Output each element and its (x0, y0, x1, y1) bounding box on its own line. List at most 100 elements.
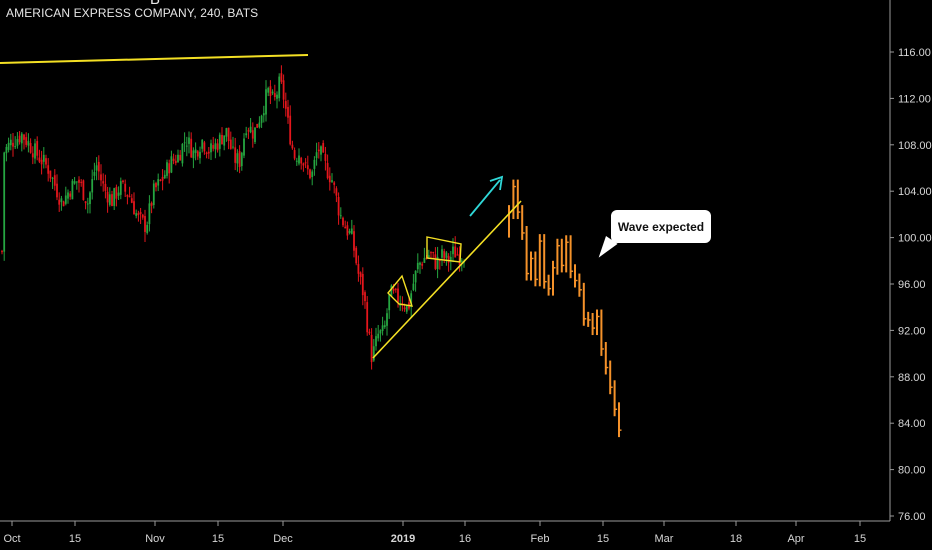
candle (144, 209, 146, 242)
candle (64, 186, 67, 206)
projection-bar (552, 260, 556, 296)
candle (383, 320, 386, 329)
candle (412, 274, 415, 292)
candle (249, 117, 252, 134)
candle (122, 179, 124, 184)
candle (20, 132, 23, 152)
candle (205, 151, 208, 159)
candle (58, 192, 61, 212)
chart-letter-label: B (150, 0, 160, 8)
candle (331, 173, 333, 183)
candle (225, 127, 228, 142)
candle (355, 246, 358, 266)
x-tick-label: 18 (730, 533, 742, 545)
candle (117, 186, 120, 200)
projection-bar (512, 179, 516, 220)
candle (335, 186, 338, 203)
candle (366, 296, 369, 336)
x-tick-label: 15 (212, 533, 224, 545)
y-tick-label: 96.00 (898, 279, 926, 291)
candle (278, 73, 281, 102)
wave-expected-callout[interactable]: Wave expected (611, 210, 711, 243)
candle (75, 181, 78, 190)
candle (379, 329, 382, 342)
resistance-trendline (0, 54, 309, 64)
candle (311, 169, 314, 186)
projection-bar (521, 205, 525, 240)
candle (438, 258, 441, 270)
candle (126, 194, 129, 205)
candle (181, 143, 184, 167)
candle (390, 284, 393, 297)
projection-bar (525, 226, 530, 281)
candle (3, 151, 6, 261)
candle (97, 155, 100, 181)
candle (269, 80, 272, 105)
projection-bar (574, 264, 578, 288)
candle (36, 136, 39, 161)
candle (280, 65, 283, 84)
candle (265, 80, 267, 122)
candle (218, 132, 221, 157)
projection-bar (560, 238, 565, 273)
candle (350, 219, 353, 235)
candle (166, 159, 168, 179)
candle (289, 105, 292, 146)
flag-pattern-1 (387, 274, 414, 307)
candle (16, 132, 19, 149)
candle (399, 295, 402, 311)
candle (34, 138, 36, 164)
candle (152, 180, 155, 209)
candle (89, 191, 91, 214)
candle (234, 137, 237, 171)
candle (23, 133, 25, 150)
projection-bar (613, 380, 618, 417)
x-tick-label: Mar (655, 533, 674, 545)
candle (423, 247, 426, 263)
projection-bar (547, 274, 552, 296)
projection-bar (582, 282, 587, 326)
candle (326, 154, 329, 180)
candle (159, 178, 162, 182)
candle (304, 158, 307, 168)
candle (394, 287, 397, 293)
projection-bar (604, 342, 609, 375)
candle (210, 139, 212, 161)
candle (199, 146, 201, 164)
projection-bar (618, 402, 622, 438)
candle (262, 105, 265, 123)
candle (133, 192, 135, 215)
candle (309, 168, 311, 180)
projection-bar (569, 235, 574, 279)
candle (188, 131, 190, 154)
candle (456, 247, 459, 256)
candle (348, 228, 351, 235)
y-tick-label: 80.00 (898, 465, 926, 477)
candle (113, 187, 116, 211)
candle (372, 339, 375, 362)
candle (291, 140, 294, 150)
candle (170, 150, 173, 174)
candle (445, 251, 448, 266)
projection-bar (538, 234, 543, 287)
y-tick-label: 108.00 (898, 140, 932, 152)
candle (53, 169, 56, 191)
candle (45, 154, 47, 169)
candle (344, 220, 347, 229)
candle (172, 153, 175, 165)
y-tick-label: 100.00 (898, 233, 932, 245)
candle (9, 133, 12, 151)
candle (322, 140, 325, 153)
candle (361, 267, 364, 306)
candle (155, 181, 157, 192)
y-tick-label: 116.00 (898, 47, 931, 59)
projection-bar (556, 238, 560, 275)
candle (267, 86, 270, 97)
candle (194, 142, 197, 161)
y-tick-label: 88.00 (898, 372, 926, 384)
candle (254, 127, 256, 144)
candle (12, 133, 14, 157)
candle (47, 158, 50, 182)
candle (260, 114, 263, 128)
